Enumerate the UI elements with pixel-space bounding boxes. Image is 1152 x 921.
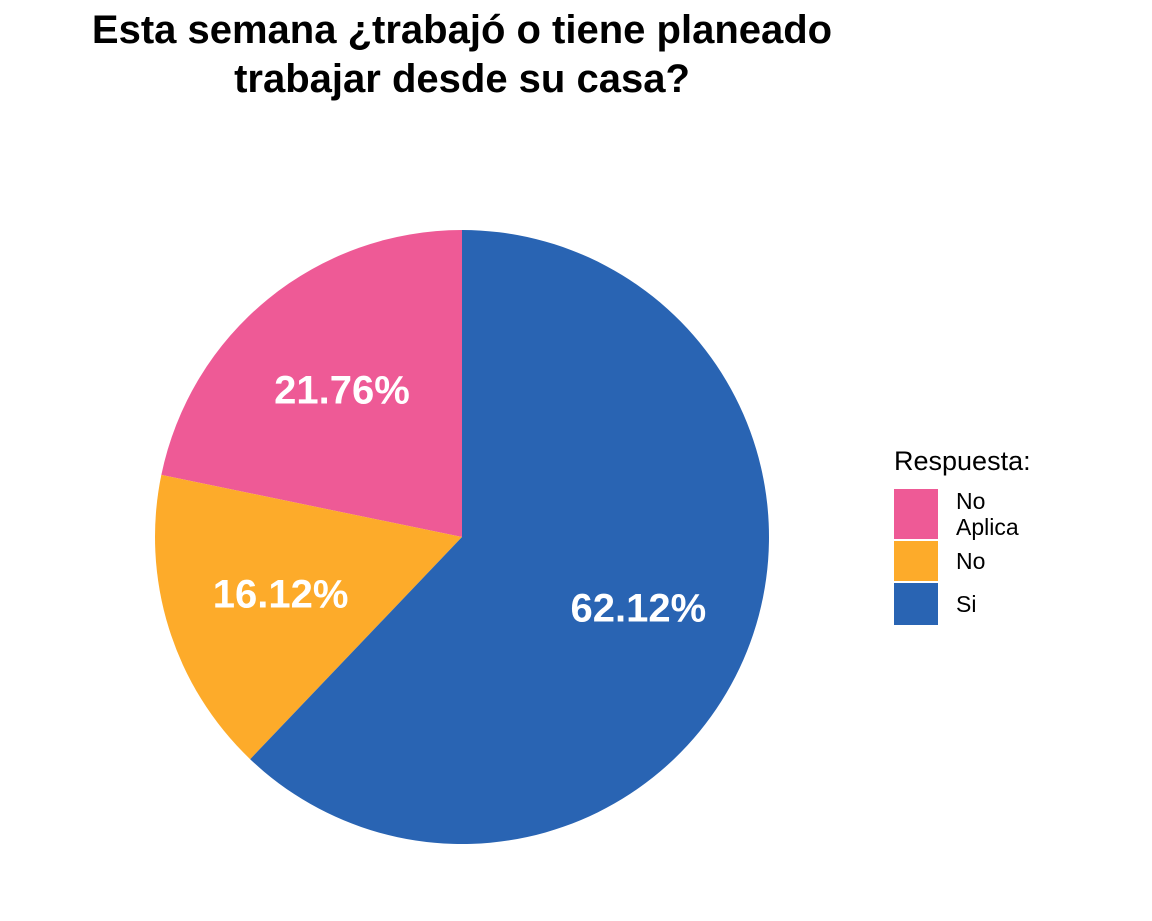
slice-label-1: 16.12%	[213, 573, 349, 617]
legend-key-1	[894, 541, 938, 581]
legend-key-0	[894, 489, 938, 539]
pie-slices	[155, 230, 769, 844]
legend-label-2: Si	[956, 591, 976, 617]
slice-label-0: 21.76%	[274, 369, 410, 413]
legend-key-2	[894, 583, 938, 625]
chart-title-line-1: Esta semana ¿trabajó o tiene planeado	[92, 8, 832, 52]
slice-label-2: 62.12%	[571, 587, 707, 631]
legend-title: Respuesta:	[894, 446, 1031, 476]
legend-label-1: No	[956, 548, 985, 574]
legend-label-0-line-0: No	[956, 488, 985, 514]
chart-title-line-2: trabajar desde su casa?	[234, 57, 690, 101]
chart-title: Esta semana ¿trabajó o tiene planeado tr…	[92, 8, 832, 101]
legend-label-0-line-1: Aplica	[956, 514, 1019, 540]
